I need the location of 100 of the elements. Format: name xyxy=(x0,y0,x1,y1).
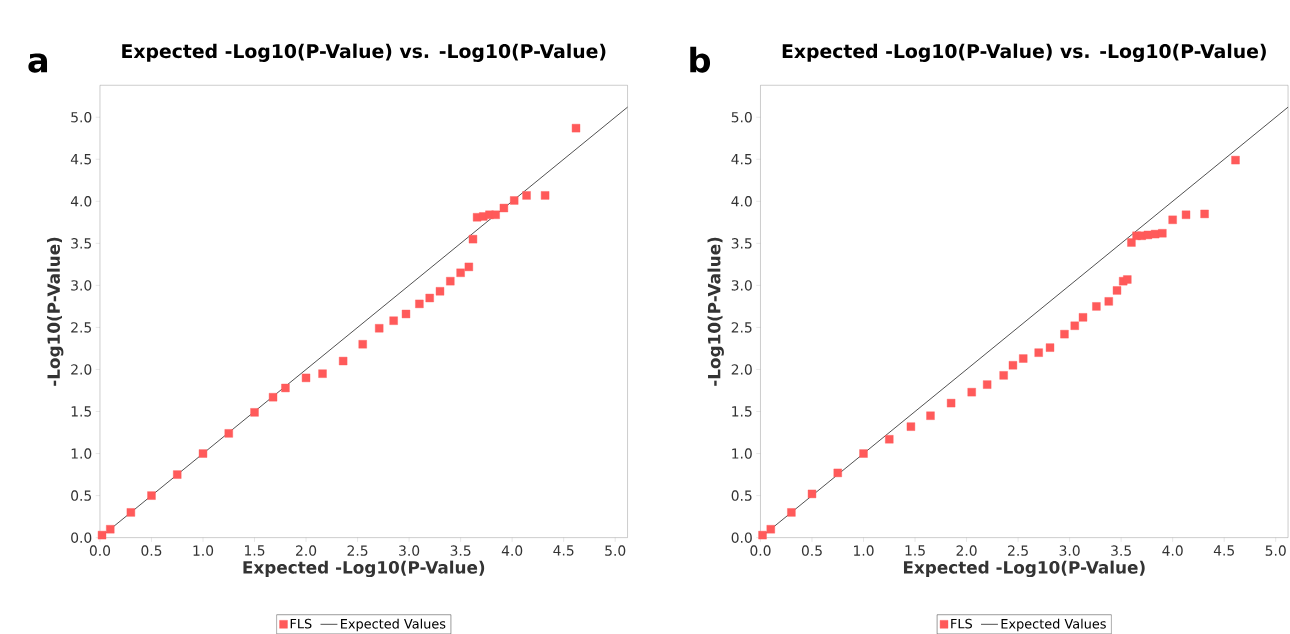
point xyxy=(338,356,348,366)
text: b xyxy=(690,46,711,73)
point xyxy=(446,276,455,286)
point xyxy=(1181,210,1191,219)
legend-label: Expected Values xyxy=(341,618,446,632)
x-axis-title: Expected -Log10(P-Value) xyxy=(243,560,485,578)
y-tick-label: 2.0 xyxy=(71,364,92,375)
x-tick-label: 4.0 xyxy=(1162,545,1183,556)
text: a xyxy=(28,53,48,73)
point xyxy=(491,210,500,219)
x-tick-label: 1.5 xyxy=(245,545,265,556)
point xyxy=(435,287,445,296)
x-tick-label: 2.0 xyxy=(956,545,977,556)
point xyxy=(358,340,367,349)
x-tick-label: 4.5 xyxy=(553,545,574,556)
point xyxy=(1112,286,1122,295)
point xyxy=(1158,229,1167,238)
chart-title: Expected -Log10(P-Value) vs. -Log10(P-Value) xyxy=(122,43,606,62)
point xyxy=(173,470,182,479)
point xyxy=(198,449,208,458)
point xyxy=(468,234,478,244)
point xyxy=(906,422,916,431)
y-tick-label: 4.5 xyxy=(731,154,752,165)
y-axis-title: -Log10(P-Value) xyxy=(707,237,724,386)
y-tick-label: 1.5 xyxy=(732,406,752,417)
x-tick-label: 0.5 xyxy=(801,545,822,556)
point xyxy=(401,309,411,319)
point xyxy=(147,491,156,500)
point xyxy=(1123,275,1132,284)
x-tick-label: 3.5 xyxy=(1111,545,1131,556)
point xyxy=(1078,313,1088,322)
x-tick-label: 2.5 xyxy=(1008,545,1028,556)
x-tick-label: 3.0 xyxy=(1059,545,1080,556)
point xyxy=(1070,321,1079,330)
x-tick-label: 4.0 xyxy=(501,545,523,556)
point xyxy=(281,383,290,393)
y-tick-label: 3.5 xyxy=(731,238,752,249)
point xyxy=(946,398,956,408)
point xyxy=(456,268,465,277)
y-tick-label: 1.5 xyxy=(71,406,92,417)
x-tick-label: 4.5 xyxy=(1213,545,1234,556)
x-tick-label: 1.0 xyxy=(854,545,874,556)
x-tick-label: 1.0 xyxy=(193,545,214,556)
x-tick-label: 3.5 xyxy=(450,545,471,556)
x-tick-label: 5.0 xyxy=(605,545,626,556)
point xyxy=(126,508,136,517)
point xyxy=(318,369,327,378)
legend-label: FLS xyxy=(951,618,972,629)
x-tick-label: 2.5 xyxy=(347,545,368,556)
x-tick-label: 5.0 xyxy=(1265,545,1286,556)
y-tick-label: 0.0 xyxy=(71,532,92,543)
y-tick-label: 2.0 xyxy=(731,364,752,375)
point xyxy=(926,411,935,420)
point xyxy=(983,380,992,389)
y-tick-label: 5.0 xyxy=(731,111,752,123)
point xyxy=(967,387,976,397)
point xyxy=(833,468,842,477)
point xyxy=(375,324,384,333)
point xyxy=(807,489,817,499)
point xyxy=(1034,348,1043,357)
point xyxy=(999,371,1008,380)
y-tick-label: 1.0 xyxy=(732,448,752,459)
y-tick-label: 3.0 xyxy=(731,280,752,291)
point xyxy=(1143,230,1153,240)
point xyxy=(97,530,107,540)
legend-label: FLS xyxy=(290,618,312,629)
point xyxy=(1127,238,1136,247)
point xyxy=(510,196,519,205)
y-tick-label: 2.5 xyxy=(731,322,752,333)
y-tick-label: 4.0 xyxy=(70,196,92,207)
x-tick-label: 2.0 xyxy=(296,545,317,556)
y-tick-label: 5.0 xyxy=(71,111,92,123)
point xyxy=(224,429,233,438)
point xyxy=(522,191,531,200)
x-tick-label: 0.0 xyxy=(750,545,771,556)
point xyxy=(268,393,278,402)
y-tick-label: 0.5 xyxy=(731,490,752,501)
y-tick-label: 4.5 xyxy=(70,154,92,165)
point xyxy=(106,525,115,534)
point xyxy=(1200,209,1209,219)
point xyxy=(1045,343,1055,352)
y-tick-label: 0.5 xyxy=(71,490,92,501)
y-tick-label: 0.0 xyxy=(731,532,752,543)
point xyxy=(1060,329,1069,339)
point xyxy=(415,299,424,308)
point xyxy=(540,191,550,200)
point xyxy=(1008,361,1018,370)
point xyxy=(766,525,775,534)
point xyxy=(1150,229,1160,239)
point xyxy=(787,508,796,517)
point xyxy=(389,316,398,325)
y-tick-label: 2.5 xyxy=(71,322,92,333)
point xyxy=(1019,354,1028,363)
point xyxy=(1168,215,1177,224)
y-tick-label: 1.0 xyxy=(71,448,92,459)
point xyxy=(425,293,434,303)
point xyxy=(758,530,767,540)
point xyxy=(250,408,259,417)
point xyxy=(571,123,581,133)
y-axis-title: -Log10(P-Value) xyxy=(46,237,64,386)
